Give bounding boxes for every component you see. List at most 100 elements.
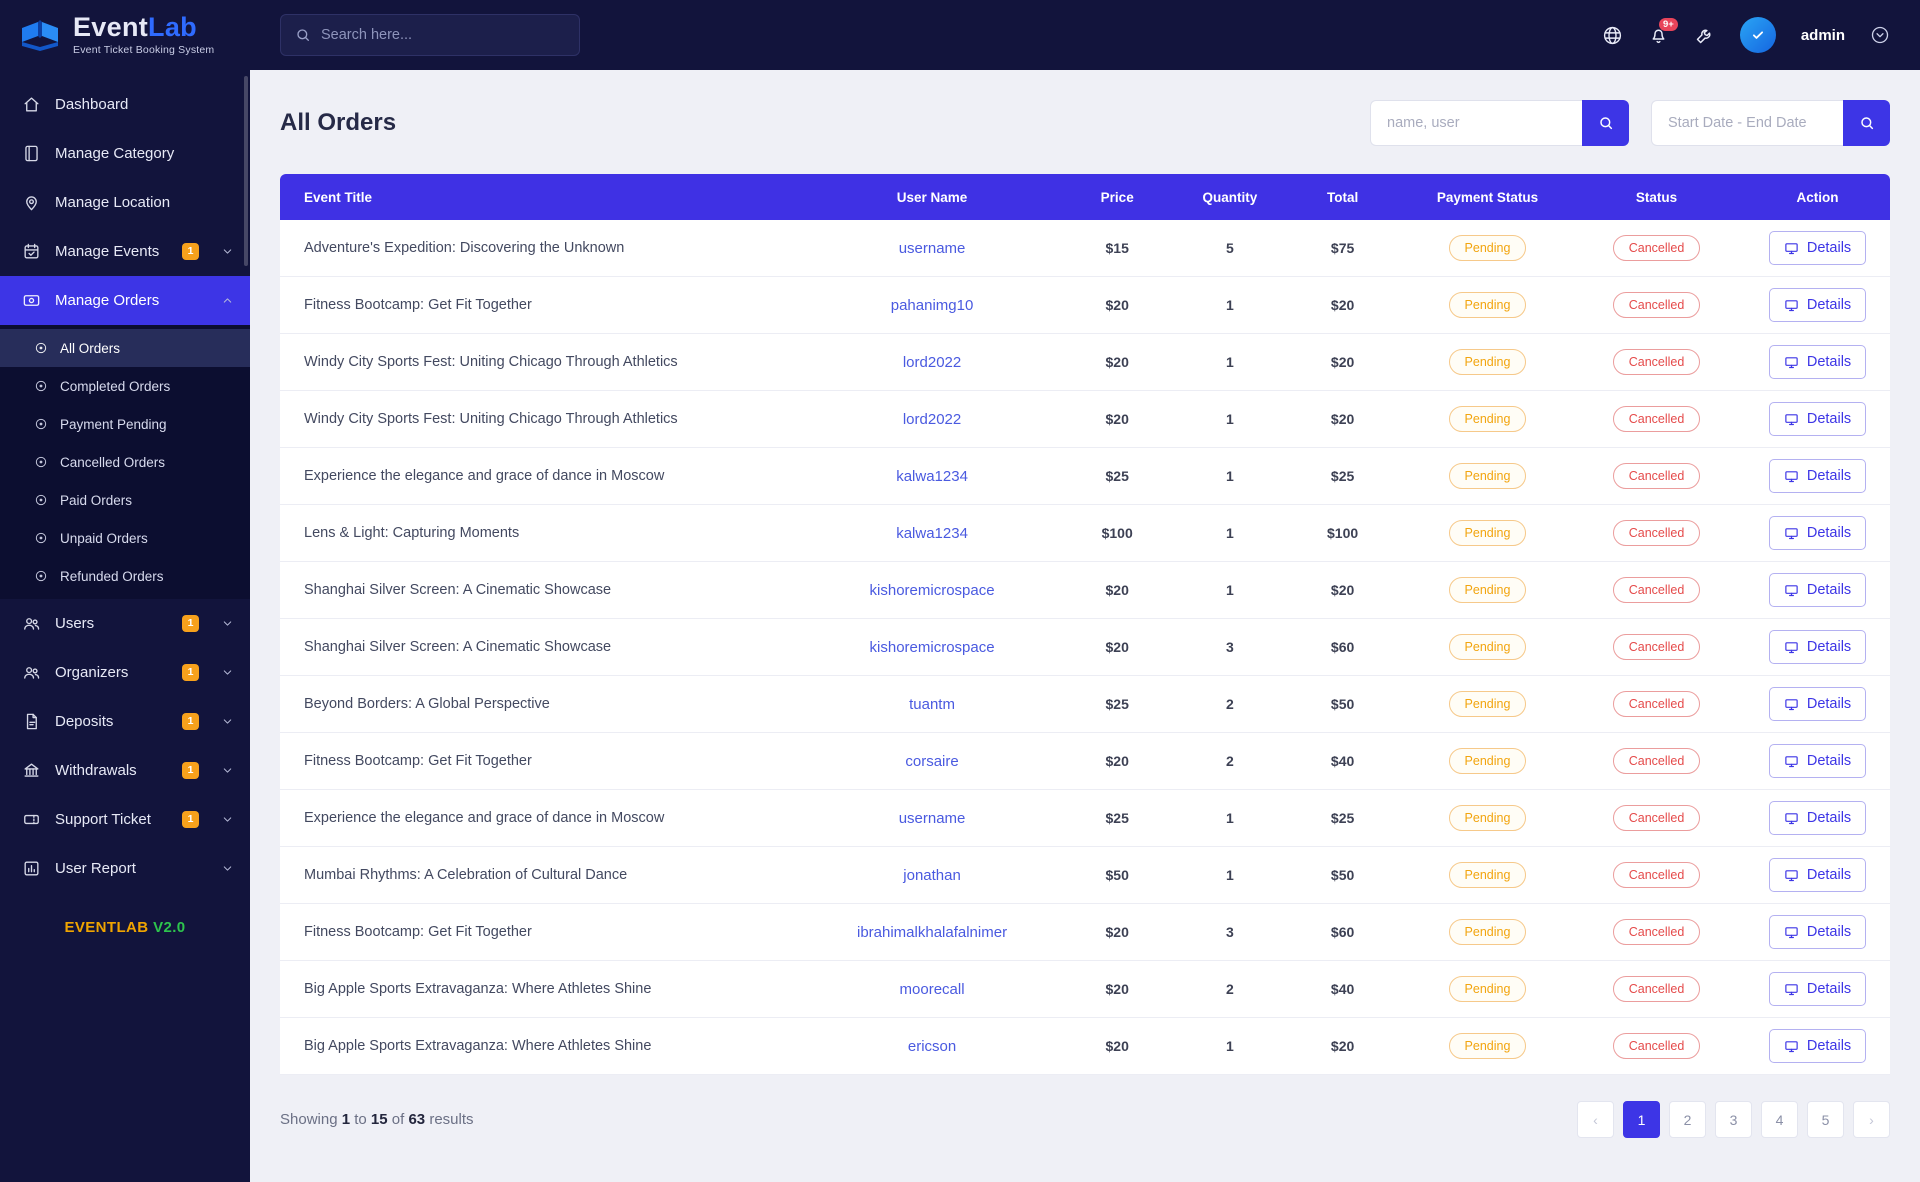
total-value: $20 xyxy=(1330,582,1355,598)
sidebar-item-manage-orders[interactable]: Manage Orders xyxy=(0,276,250,325)
sidebar-item-support-ticket[interactable]: Support Ticket 1 xyxy=(0,795,250,844)
avatar[interactable] xyxy=(1739,17,1776,53)
sidebar-item-users[interactable]: Users 1 xyxy=(0,599,250,648)
circle-dot-icon xyxy=(34,531,48,545)
user-link[interactable]: lord2022 xyxy=(902,410,962,428)
user-link[interactable]: username xyxy=(898,809,966,827)
filter-user-search-button[interactable] xyxy=(1582,100,1629,146)
submenu-item-paid-orders[interactable]: Paid Orders xyxy=(0,481,250,519)
user-link[interactable]: lord2022 xyxy=(902,353,962,371)
user-cell: username xyxy=(811,240,1053,257)
calendar-icon xyxy=(22,242,41,261)
pagination-next-button[interactable]: › xyxy=(1853,1101,1890,1138)
user-link[interactable]: ericson xyxy=(907,1037,957,1055)
user-cell: username xyxy=(811,810,1053,827)
event-title: Adventure's Expedition: Discovering the … xyxy=(304,240,625,256)
table-row: Big Apple Sports Extravaganza: Where Ath… xyxy=(280,961,1890,1018)
user-link[interactable]: moorecall xyxy=(899,980,965,998)
globe-icon[interactable] xyxy=(1602,25,1623,46)
details-button[interactable]: Details xyxy=(1768,687,1867,721)
order-status-cell: Cancelled xyxy=(1568,235,1745,261)
ticket-icon xyxy=(22,810,41,829)
details-button[interactable]: Details xyxy=(1768,459,1867,493)
details-button[interactable]: Details xyxy=(1768,402,1867,436)
user-link[interactable]: jonathan xyxy=(903,866,961,884)
details-button-label: Details xyxy=(1806,297,1852,313)
details-button[interactable]: Details xyxy=(1768,1029,1867,1063)
sidebar-item-label: Support Ticket xyxy=(55,811,151,828)
details-button[interactable]: Details xyxy=(1768,801,1867,835)
sidebar-item-withdrawals[interactable]: Withdrawals 1 xyxy=(0,746,250,795)
chevron-down-icon xyxy=(221,764,234,777)
filter-date-range-input[interactable] xyxy=(1651,100,1843,146)
details-button[interactable]: Details xyxy=(1768,516,1867,550)
order-status-badge: Cancelled xyxy=(1612,349,1701,375)
sidebar-item-manage-location[interactable]: Manage Location xyxy=(0,178,250,227)
user-menu-chevron-icon[interactable] xyxy=(1870,25,1890,45)
sidebar-scrollbar[interactable] xyxy=(244,76,248,266)
details-button-label: Details xyxy=(1806,354,1852,370)
submenu-item-payment-pending[interactable]: Payment Pending xyxy=(0,405,250,443)
pagination-page-5[interactable]: 5 xyxy=(1807,1101,1844,1138)
details-button-label: Details xyxy=(1806,468,1852,484)
submenu-item-unpaid-orders[interactable]: Unpaid Orders xyxy=(0,519,250,557)
submenu-item-completed-orders[interactable]: Completed Orders xyxy=(0,367,250,405)
submenu-item-refunded-orders[interactable]: Refunded Orders xyxy=(0,557,250,595)
submenu-item-all-orders[interactable]: All Orders xyxy=(0,329,250,367)
details-button[interactable]: Details xyxy=(1768,231,1867,265)
settings-wrench-icon[interactable] xyxy=(1694,25,1715,46)
filter-date-search-button[interactable] xyxy=(1843,100,1890,146)
details-button[interactable]: Details xyxy=(1768,573,1867,607)
details-button[interactable]: Details xyxy=(1768,858,1867,892)
column-header-price: Price xyxy=(1100,189,1134,205)
user-link[interactable]: pahanimg10 xyxy=(890,296,974,314)
details-button[interactable]: Details xyxy=(1768,345,1867,379)
order-status-badge: Cancelled xyxy=(1612,520,1701,546)
sidebar-item-manage-category[interactable]: Manage Category xyxy=(0,129,250,178)
global-search-input[interactable] xyxy=(321,27,565,43)
notifications-bell-icon[interactable]: 9+ xyxy=(1648,17,1678,46)
order-status-badge: Cancelled xyxy=(1612,235,1701,261)
details-button[interactable]: Details xyxy=(1768,915,1867,949)
home-icon xyxy=(22,95,41,114)
filter-name-user-input[interactable] xyxy=(1370,100,1582,146)
sidebar-item-dashboard[interactable]: Dashboard xyxy=(0,80,250,129)
user-link[interactable]: kalwa1234 xyxy=(896,467,968,485)
sidebar-item-user-report[interactable]: User Report xyxy=(0,844,250,893)
user-link[interactable]: kishoremicrospace xyxy=(869,638,995,656)
order-status-cell: Cancelled xyxy=(1568,1033,1745,1059)
order-status-badge: Cancelled xyxy=(1612,748,1701,774)
payment-status-cell: Pending xyxy=(1407,691,1568,717)
user-link[interactable]: corsaire xyxy=(905,752,959,770)
pagination-page-3[interactable]: 3 xyxy=(1715,1101,1752,1138)
sidebar-item-manage-events[interactable]: Manage Events 1 xyxy=(0,227,250,276)
user-link[interactable]: ibrahimalkhalafalnimer xyxy=(857,923,1008,941)
order-status-cell: Cancelled xyxy=(1568,463,1745,489)
pagination-page-4[interactable]: 4 xyxy=(1761,1101,1798,1138)
sidebar-item-label: Manage Location xyxy=(55,194,171,211)
details-button[interactable]: Details xyxy=(1768,744,1867,778)
details-button[interactable]: Details xyxy=(1768,288,1867,322)
sidebar-item-organizers[interactable]: Organizers 1 xyxy=(0,648,250,697)
submenu-item-cancelled-orders[interactable]: Cancelled Orders xyxy=(0,443,250,481)
order-status-badge: Cancelled xyxy=(1612,406,1701,432)
details-button[interactable]: Details xyxy=(1768,630,1867,664)
sidebar-item-deposits[interactable]: Deposits 1 xyxy=(0,697,250,746)
event-title: Mumbai Rhythms: A Celebration of Cultura… xyxy=(304,867,628,883)
pagination-page-2[interactable]: 2 xyxy=(1669,1101,1706,1138)
pagination-prev-button[interactable]: ‹ xyxy=(1577,1101,1614,1138)
price-value: $25 xyxy=(1105,468,1129,484)
global-search[interactable] xyxy=(280,14,580,56)
total-value: $20 xyxy=(1330,297,1355,313)
details-button[interactable]: Details xyxy=(1768,972,1867,1006)
pagination-page-1[interactable]: 1 xyxy=(1623,1101,1660,1138)
event-title: Beyond Borders: A Global Perspective xyxy=(304,696,550,712)
user-link[interactable]: username xyxy=(898,239,966,257)
brand-subtitle: Event Ticket Booking System xyxy=(73,44,215,56)
monitor-icon xyxy=(1784,811,1799,826)
user-link[interactable]: kishoremicrospace xyxy=(869,581,995,599)
user-link[interactable]: tuantm xyxy=(909,695,955,713)
user-link[interactable]: kalwa1234 xyxy=(896,524,968,542)
price-value: $20 xyxy=(1105,639,1129,655)
brand-logo[interactable]: EventLab Event Ticket Booking System xyxy=(0,0,250,70)
